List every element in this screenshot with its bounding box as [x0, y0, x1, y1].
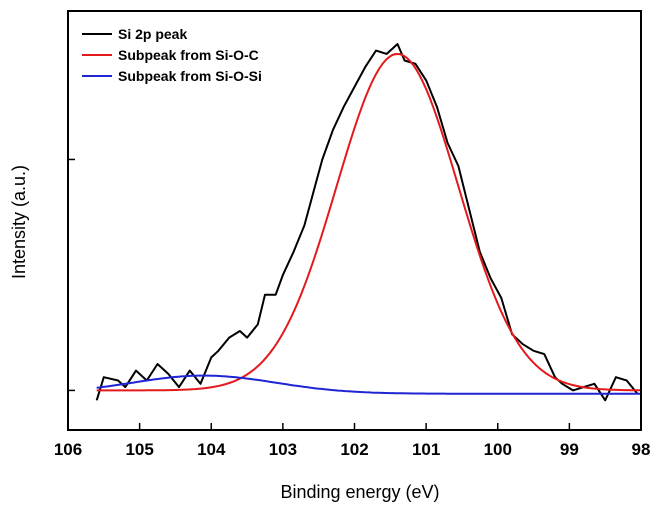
- y-axis-label: Intensity (a.u.): [9, 165, 29, 279]
- legend-label: Subpeak from Si-O-C: [118, 47, 259, 63]
- x-tick-label: 105: [125, 440, 153, 459]
- legend-label: Subpeak from Si-O-Si: [118, 68, 262, 84]
- x-tick-label: 101: [412, 440, 440, 459]
- series-line-3: [96, 374, 641, 395]
- x-tick-label: 100: [484, 440, 512, 459]
- plot-series: [95, 43, 641, 402]
- series-line-2: [96, 53, 641, 392]
- axis-ticks: 106 105 104 103 102 101 100 99 98: [54, 158, 651, 459]
- x-tick-label: 104: [197, 440, 226, 459]
- plot-frame: [67, 10, 642, 431]
- x-tick-label: 102: [340, 440, 368, 459]
- x-tick-label: 99: [560, 440, 579, 459]
- x-tick-label: 106: [54, 440, 82, 459]
- x-axis-label: Binding energy (eV): [280, 482, 439, 502]
- x-tick-label: 98: [632, 440, 651, 459]
- legend: Si 2p peak Subpeak from Si-O-C Subpeak fro…: [82, 26, 262, 84]
- x-tick-label: 103: [269, 440, 297, 459]
- series-line-1: [95, 43, 639, 402]
- legend-label: Si 2p peak: [118, 26, 187, 42]
